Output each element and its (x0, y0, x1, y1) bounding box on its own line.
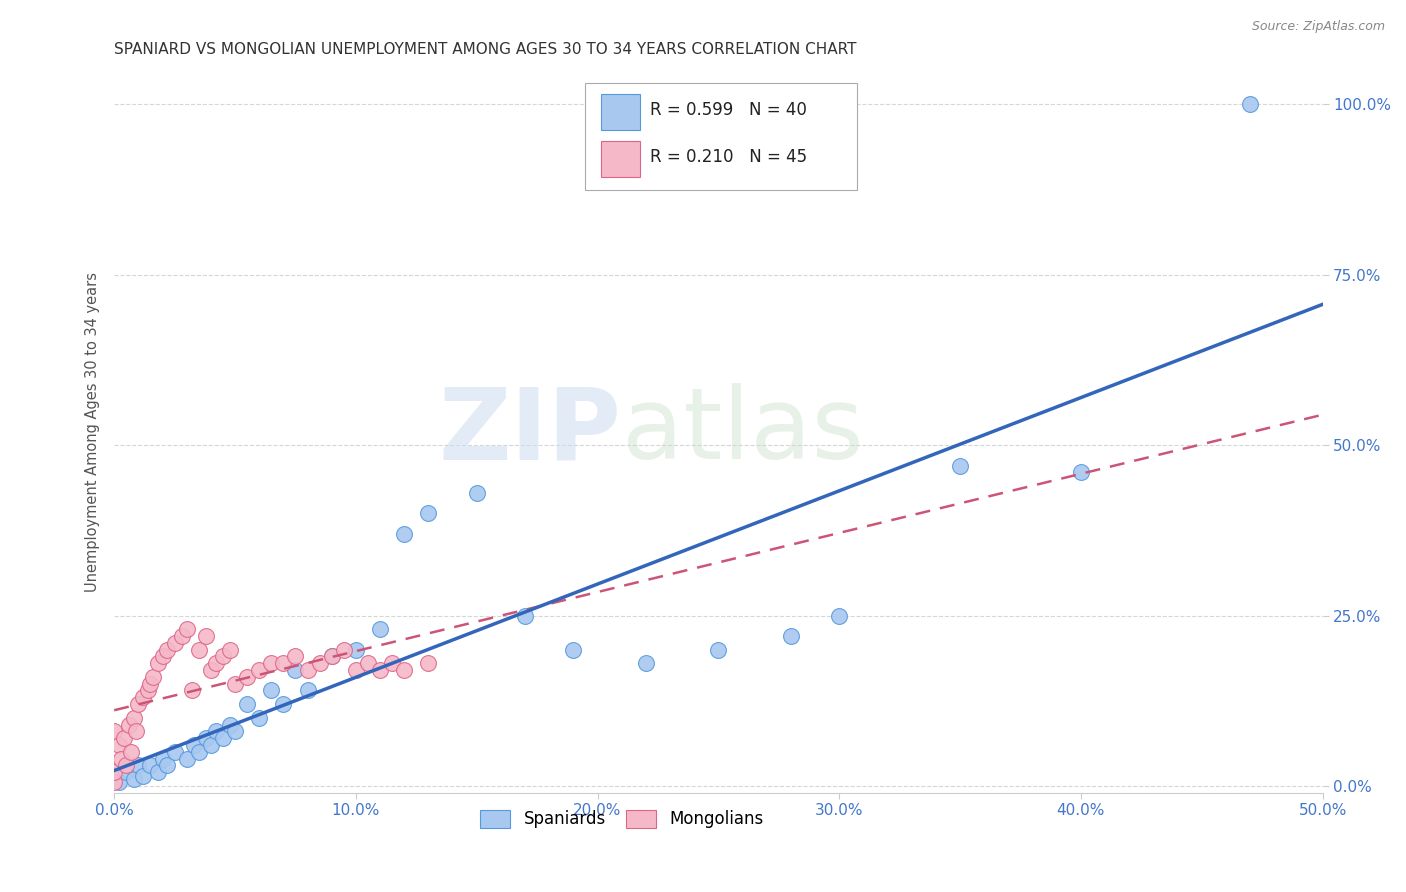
Point (139, 758, 162, 772)
Point (247, 663, 270, 677)
Point (273, 656, 295, 670)
Point (780, 629, 803, 643)
Point (108, 738, 131, 752)
Point (204, 656, 226, 670)
Point (156, 758, 179, 772)
Point (219, 642, 242, 657)
Point (284, 663, 307, 677)
Point (828, 608, 851, 623)
Point (163, 745, 186, 759)
Point (146, 656, 169, 670)
Point (108, 775, 131, 789)
Point (156, 642, 179, 657)
Point (103, 724, 125, 739)
Point (236, 697, 259, 711)
Point (200, 738, 222, 752)
Point (392, 663, 415, 677)
Point (180, 683, 202, 698)
Point (125, 724, 148, 739)
Point (120, 745, 142, 759)
Y-axis label: Unemployment Among Ages 30 to 34 years: Unemployment Among Ages 30 to 34 years (86, 271, 100, 591)
Point (381, 656, 404, 670)
Point (308, 656, 330, 670)
Point (122, 711, 145, 725)
Point (127, 697, 149, 711)
Point (357, 656, 380, 670)
Point (368, 663, 391, 677)
Point (247, 711, 270, 725)
Point (136, 683, 159, 698)
Point (132, 690, 155, 705)
Point (212, 649, 235, 664)
Point (146, 765, 169, 780)
Legend: Spaniards, Mongolians: Spaniards, Mongolians (474, 803, 770, 835)
Point (344, 642, 367, 657)
Point (321, 649, 343, 664)
Point (212, 731, 235, 746)
Point (103, 775, 125, 789)
Point (176, 622, 198, 636)
Point (195, 629, 218, 643)
FancyBboxPatch shape (585, 83, 858, 190)
Point (949, 458, 972, 473)
Point (118, 717, 141, 731)
Point (139, 676, 162, 690)
Point (170, 629, 193, 643)
Point (418, 656, 440, 670)
Point (344, 663, 367, 677)
Text: R = 0.210   N = 45: R = 0.210 N = 45 (650, 148, 807, 166)
Point (112, 731, 135, 746)
Point (260, 656, 283, 670)
Point (297, 663, 319, 677)
Point (200, 663, 222, 677)
Point (418, 506, 440, 520)
Point (152, 649, 174, 664)
Point (176, 751, 198, 765)
Point (224, 676, 246, 690)
Point (273, 697, 295, 711)
Point (333, 642, 356, 657)
Point (115, 765, 138, 780)
FancyBboxPatch shape (602, 141, 640, 177)
Point (122, 772, 145, 786)
Text: atlas: atlas (621, 383, 863, 480)
Point (562, 642, 585, 657)
FancyBboxPatch shape (602, 95, 640, 129)
Point (115, 758, 138, 772)
Point (224, 724, 246, 739)
Point (465, 486, 488, 500)
Point (183, 738, 205, 752)
Point (707, 642, 730, 657)
Point (132, 769, 155, 783)
Point (152, 751, 174, 765)
Point (195, 731, 218, 746)
Point (103, 765, 125, 780)
Point (127, 758, 149, 772)
Point (1070, 466, 1092, 480)
Point (110, 751, 132, 765)
Point (260, 683, 283, 698)
Point (392, 526, 415, 541)
Point (187, 745, 209, 759)
Text: SPANIARD VS MONGOLIAN UNEMPLOYMENT AMONG AGES 30 TO 34 YEARS CORRELATION CHART: SPANIARD VS MONGOLIAN UNEMPLOYMENT AMONG… (114, 42, 856, 57)
Point (204, 724, 226, 739)
Point (1239, 97, 1261, 112)
Point (513, 608, 536, 623)
Point (163, 636, 186, 650)
Text: ZIP: ZIP (439, 383, 621, 480)
Point (297, 683, 319, 698)
Point (634, 656, 657, 670)
Point (236, 670, 259, 684)
Point (142, 670, 165, 684)
Text: R = 0.599   N = 40: R = 0.599 N = 40 (650, 101, 807, 120)
Point (187, 642, 209, 657)
Point (219, 717, 242, 731)
Point (321, 649, 343, 664)
Point (284, 649, 307, 664)
Text: Source: ZipAtlas.com: Source: ZipAtlas.com (1251, 20, 1385, 33)
Point (368, 622, 391, 636)
